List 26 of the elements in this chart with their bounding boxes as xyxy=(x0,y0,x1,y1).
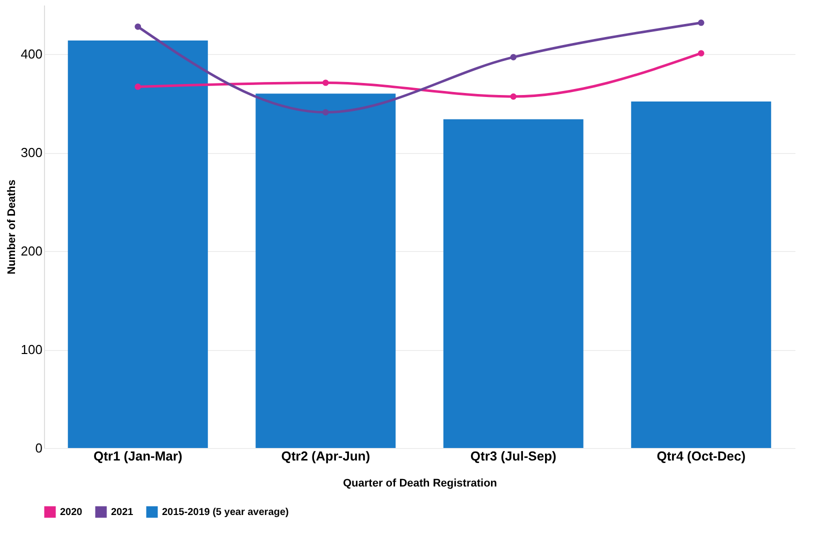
point xyxy=(134,84,142,90)
x-tick-label: Qtr1 (Jan-Mar) xyxy=(93,448,182,464)
y-tick-label: 200 xyxy=(20,244,42,259)
point xyxy=(698,20,704,26)
y-axis-title: Number of Deaths xyxy=(6,180,18,274)
legend-label: 2020 xyxy=(60,507,83,518)
bar xyxy=(256,94,396,448)
bar xyxy=(631,101,772,448)
legend-label: 2015-2019 (5 year average) xyxy=(162,507,289,518)
y-tick-label: 400 xyxy=(20,46,42,62)
y-tick-label: 300 xyxy=(20,145,42,160)
point xyxy=(322,109,329,116)
legend-label: 2021 xyxy=(111,507,134,518)
y-tick-label: 100 xyxy=(20,342,42,358)
x-tick-label: Qtr4 (Oct-Dec) xyxy=(656,448,746,464)
x-tick-label: Qtr3 (Jul-Sep) xyxy=(470,448,556,464)
x-axis-title: Quarter of Death Registration xyxy=(342,478,498,490)
point xyxy=(510,93,517,100)
point xyxy=(510,54,517,60)
point xyxy=(322,80,329,86)
bar xyxy=(68,40,208,448)
point xyxy=(698,50,704,56)
bar xyxy=(443,119,584,448)
x-tick-label: Qtr2 (Apr-Jun) xyxy=(281,448,370,464)
point xyxy=(134,24,142,30)
y-tick-label: 0 xyxy=(35,440,42,456)
